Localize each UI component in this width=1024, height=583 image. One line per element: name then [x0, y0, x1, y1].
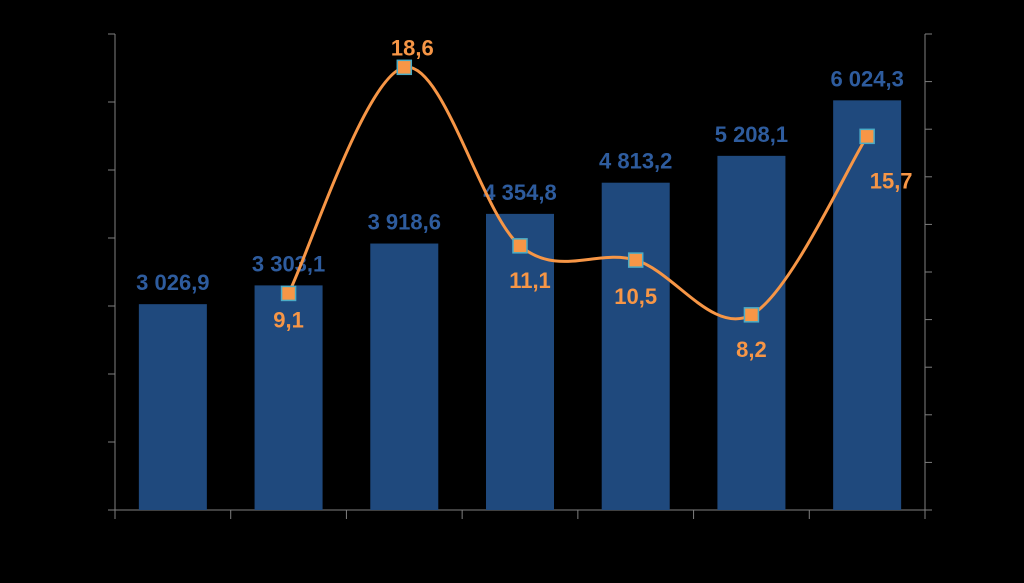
line-series [280, 59, 875, 323]
line-marker [280, 285, 297, 302]
bar [370, 243, 439, 510]
bar [833, 100, 902, 511]
line-value-label: 10,5 [614, 284, 657, 309]
line-data-labels: 9,1 18,6 11,1 10,5 8,2 15,7 [273, 35, 912, 362]
bar-value-label: 5 208,1 [715, 122, 788, 147]
bar [717, 155, 786, 511]
bar-value-label: 3 303,1 [252, 251, 325, 276]
bar-data-labels: 3 026,9 3 303,1 3 918,6 4 354,8 4 813,2 5 208… [136, 66, 904, 295]
bar [254, 285, 323, 510]
line-value-label: 11,1 [509, 268, 551, 293]
bar [486, 213, 554, 510]
bar [601, 182, 670, 510]
line-marker [512, 238, 528, 254]
bar-value-label: 4 354,8 [483, 180, 556, 205]
line-marker [396, 59, 413, 76]
bar-value-label: 3 918,6 [368, 210, 441, 235]
line-marker [743, 307, 760, 323]
bar-value-label: 6 024,3 [830, 66, 903, 91]
bar-value-label: 4 813,2 [599, 149, 672, 174]
line-marker [627, 252, 644, 268]
bar-value-label: 3 026,9 [136, 270, 209, 295]
line-value-label: 15,7 [870, 168, 913, 193]
bar [138, 304, 207, 510]
line-value-label: 9,1 [273, 307, 304, 332]
line-value-label: 8,2 [736, 337, 767, 362]
bar-series [138, 100, 902, 511]
series-line [287, 65, 869, 321]
line-value-label: 18,6 [391, 35, 434, 60]
line-marker [859, 128, 875, 145]
